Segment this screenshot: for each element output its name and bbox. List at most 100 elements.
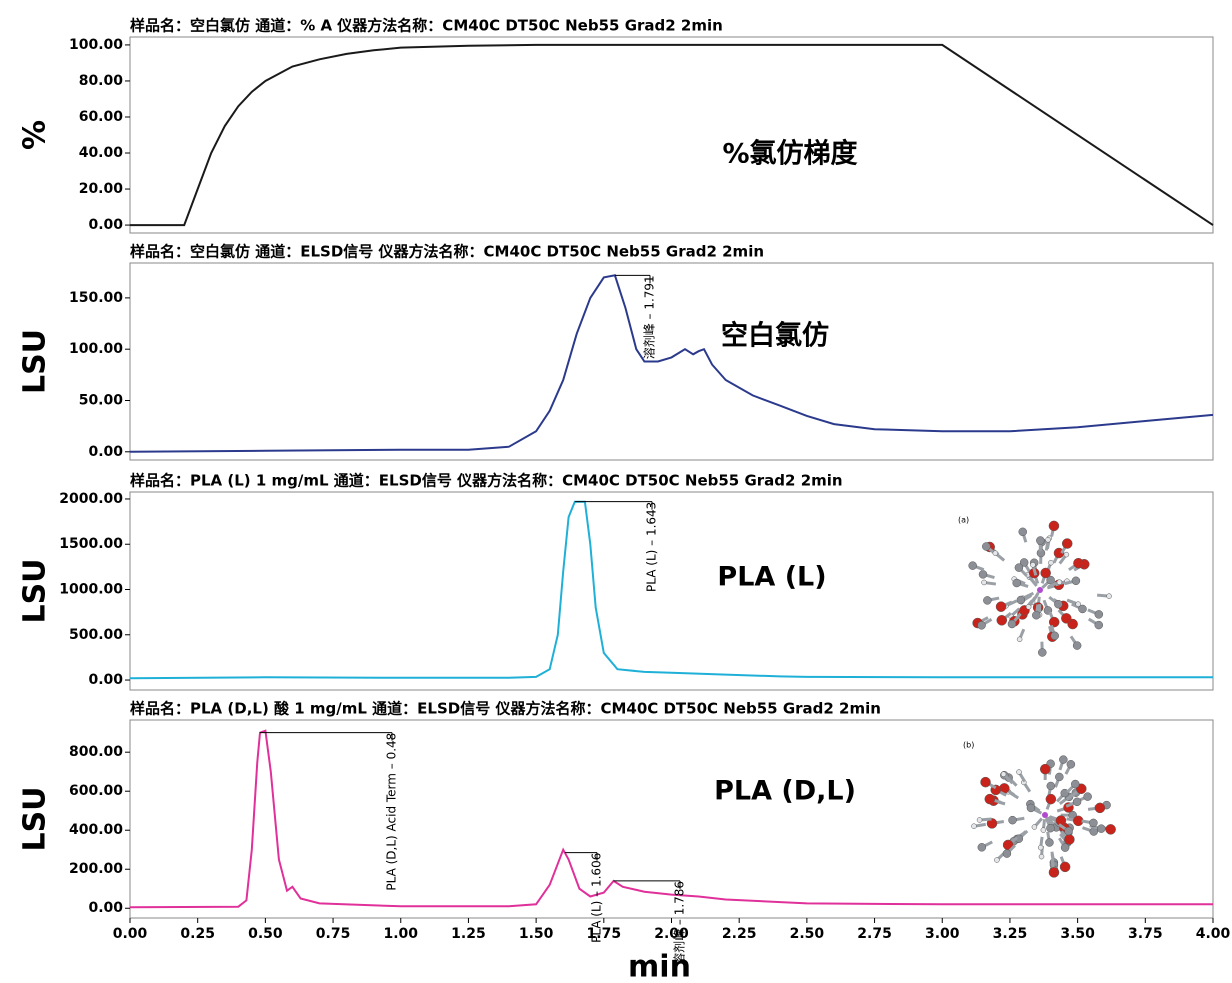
molecule-atom (1036, 536, 1044, 544)
molecule-atom (1062, 539, 1072, 549)
x-tick-label: 0.00 (113, 926, 148, 942)
molecule-atom (1003, 850, 1011, 858)
molecule-atom (1071, 780, 1079, 788)
molecule-atom (1084, 793, 1092, 801)
panel-label: %氯仿梯度 (722, 138, 857, 170)
x-tick-label: 0.50 (248, 926, 283, 942)
x-tick-label: 1.50 (519, 926, 554, 942)
y-axis-label: LSU (18, 558, 53, 623)
y-tick-label: 400.00 (69, 822, 123, 838)
molecule-atom (1030, 562, 1035, 567)
molecule-atom (983, 596, 991, 604)
molecule-atom (1048, 560, 1053, 565)
molecule-atom (997, 615, 1007, 625)
x-tick-label: 3.00 (925, 926, 960, 942)
molecule-atom (1017, 637, 1022, 642)
y-tick-label: 100.00 (69, 341, 123, 357)
y-axis-label: LSU (18, 786, 53, 851)
molecule-center (1042, 812, 1048, 818)
molecule-atom (1045, 838, 1053, 846)
molecule-atom (1061, 844, 1069, 852)
molecule-atom (1041, 828, 1046, 833)
x-tick-label: 3.75 (1128, 926, 1163, 942)
y-tick-label: 2000.00 (59, 491, 123, 507)
molecule-atom (1019, 528, 1027, 536)
y-axis-label: LSU (18, 329, 53, 394)
molecule-atom (1097, 825, 1105, 833)
molecule-atom (1076, 602, 1081, 607)
panel-title: 样品名：PLA (L) 1 mg/mL 通道：ELSD信号 仪器方法名称：CM4… (130, 472, 843, 490)
plot-frame (130, 263, 1213, 460)
molecule-atom (1051, 632, 1059, 640)
molecule-atom (985, 794, 995, 804)
molecule-atom (977, 817, 982, 822)
x-tick-label: 1.25 (451, 926, 486, 942)
molecule-atom (1009, 816, 1017, 824)
annotation: 溶剂峰 – 1.791 (642, 275, 657, 359)
molecule-atom (1072, 577, 1080, 585)
molecule-atom (1049, 617, 1059, 627)
y-tick-label: 60.00 (79, 109, 124, 125)
molecule-atom (1073, 642, 1081, 650)
x-tick-label: 4.00 (1196, 926, 1231, 942)
y-tick-label: 600.00 (69, 783, 123, 799)
y-tick-label: 100.00 (69, 37, 123, 53)
data-line (130, 275, 1213, 452)
molecule-atom (1017, 596, 1025, 604)
annotation: PLA (L) – 1.643 (645, 502, 659, 592)
molecule-atom (1059, 756, 1067, 764)
y-tick-label: 0.00 (88, 217, 123, 233)
chart: 样品名：空白氯仿 通道：% A 仪器方法名称：CM40C DT50C Neb55… (0, 0, 1232, 983)
y-tick-label: 800.00 (69, 744, 123, 760)
molecule-atom (1049, 521, 1059, 531)
molecule-atom (1057, 580, 1062, 585)
y-tick-label: 20.00 (79, 181, 124, 197)
x-tick-label: 0.75 (316, 926, 351, 942)
y-axis-label: % (18, 120, 53, 150)
panel-title: 样品名：空白氯仿 通道：ELSD信号 仪器方法名称：CM40C DT50C Ne… (130, 243, 764, 261)
inset-label: (b) (963, 741, 974, 750)
molecule-atom (978, 843, 986, 851)
inset-label: (a) (958, 516, 969, 525)
annotation: 溶剂峰 – 1.786 (672, 881, 687, 965)
molecule-atom (1038, 648, 1046, 656)
molecule-atom (1095, 610, 1103, 618)
plot-frame (130, 492, 1213, 690)
y-tick-label: 50.00 (79, 392, 124, 408)
y-tick-label: 1000.00 (59, 582, 123, 598)
molecule-atom (982, 580, 987, 585)
molecule-atom (1038, 845, 1043, 850)
molecule-atom (1106, 824, 1116, 834)
x-tick-label: 3.50 (1060, 926, 1095, 942)
molecule-atom (1064, 835, 1074, 845)
page: {"chart_data": [ {"type": "line", "title… (0, 0, 1232, 983)
x-tick-label: 2.25 (722, 926, 757, 942)
y-tick-label: 0.00 (88, 672, 123, 688)
y-tick-label: 40.00 (79, 145, 124, 161)
molecule-atom (1027, 804, 1035, 812)
molecule-atom (1046, 824, 1054, 832)
molecule-atom (1026, 604, 1031, 609)
molecule-atom (1046, 537, 1051, 542)
x-tick-label: 0.25 (180, 926, 215, 942)
molecule-atom (1060, 862, 1070, 872)
molecule-atom (1046, 794, 1056, 804)
y-tick-label: 0.00 (88, 900, 123, 916)
y-tick-label: 0.00 (88, 444, 123, 460)
molecule-atom (1015, 564, 1023, 572)
molecule-atom (1040, 764, 1050, 774)
x-tick-label: 2.75 (857, 926, 892, 942)
molecule-atom (1056, 816, 1066, 826)
molecule-atom (1073, 798, 1081, 806)
panel-label: 空白氯仿 (721, 320, 829, 352)
y-tick-label: 200.00 (69, 861, 123, 877)
molecule-atom (1001, 772, 1006, 777)
x-tick-label: 2.50 (790, 926, 825, 942)
molecule-atom (1089, 819, 1097, 827)
panel-title: 样品名：PLA (D,L) 酸 1 mg/mL 通道：ELSD信号 仪器方法名称… (130, 700, 881, 718)
panel-label: PLA (D,L) (714, 776, 856, 807)
molecule-atom (1107, 594, 1112, 599)
molecule-atom (981, 777, 991, 787)
molecule-atom (1032, 611, 1040, 619)
molecule-figure (969, 521, 1112, 657)
